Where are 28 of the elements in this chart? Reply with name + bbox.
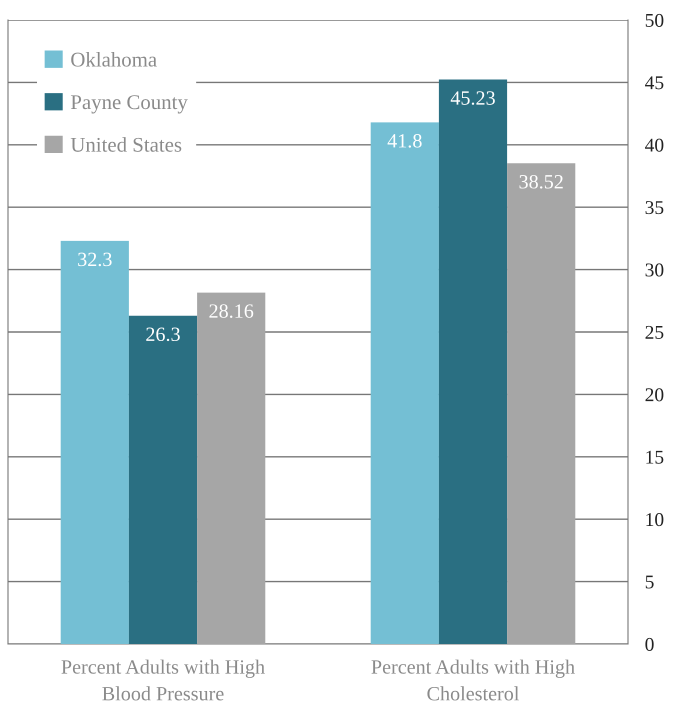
legend-label: Payne County	[70, 95, 188, 114]
bar	[128, 316, 198, 644]
y-tick-label: 5	[646, 576, 654, 589]
data-label: 26.3	[146, 328, 180, 342]
y-tick-label: 40	[645, 138, 664, 152]
y-tick-label: 20	[646, 388, 664, 402]
legend-label: United States	[70, 137, 182, 152]
y-tick-label: 45	[645, 76, 664, 90]
y-tick-label: 35	[646, 201, 664, 214]
y-tick-label: 25	[646, 326, 664, 339]
x-tick-label: Percent Adults with High Blood Pressure	[61, 660, 265, 700]
data-label: 45.23	[450, 91, 495, 105]
data-label: 38.52	[520, 174, 563, 189]
bar	[507, 163, 576, 644]
bar	[438, 80, 508, 644]
bar	[197, 292, 266, 644]
bar	[370, 122, 439, 644]
data-label: 41.8	[388, 134, 422, 148]
legend-label: Oklahoma	[71, 52, 157, 67]
y-tick-label: 10	[646, 513, 664, 526]
y-tick-label: 30	[646, 263, 664, 277]
x-tick-label: Percent Adults with High Cholesterol	[371, 660, 575, 700]
y-tick-label: 50	[646, 14, 664, 27]
bar	[60, 240, 129, 644]
data-label: 28.16	[209, 304, 254, 318]
data-label: 32.3	[78, 252, 112, 266]
y-tick-label: 15	[646, 450, 664, 464]
y-tick-label: 0	[645, 638, 654, 651]
